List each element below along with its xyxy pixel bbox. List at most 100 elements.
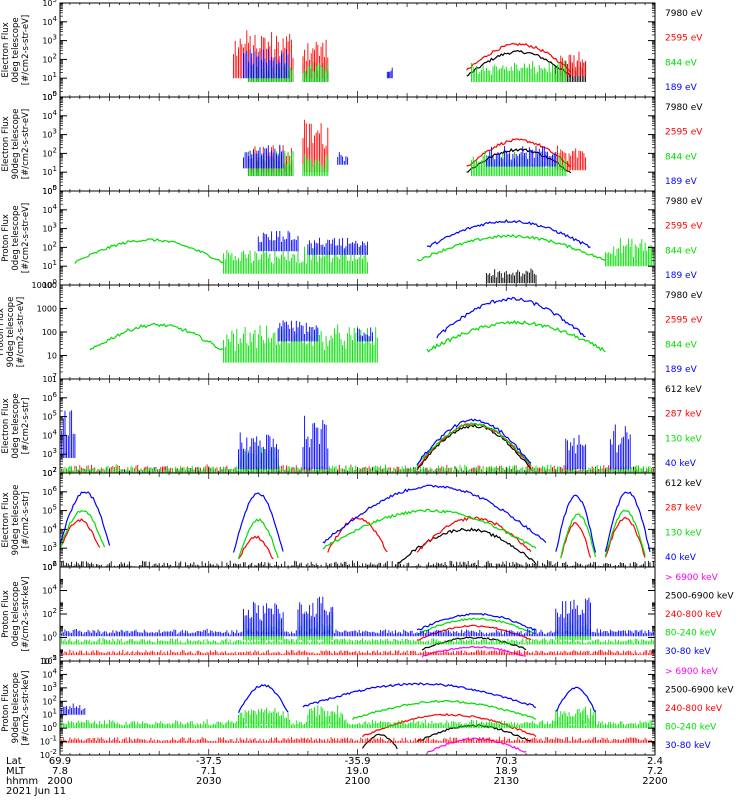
ytick-label: 100 xyxy=(42,721,57,733)
series-6-2-segment-5 xyxy=(560,522,592,558)
series-3-4-segment-3 xyxy=(426,218,591,249)
legend-entry: 189 eV xyxy=(665,177,698,187)
series-6-2-segment-3 xyxy=(327,516,388,553)
legend-entry: 612 keV xyxy=(665,479,702,489)
series-7-4-segment-1 xyxy=(60,637,655,645)
ytick-label: 102 xyxy=(42,146,57,158)
panel-7-legend: > 6900 keV 2500-6900 keV 240-800 keV 80-240… xyxy=(665,573,734,657)
legend-entry: 189 eV xyxy=(665,271,698,281)
ytick-label: 103 xyxy=(42,34,57,46)
panel-5-legend: 612 keV 287 keV 130 keV 40 keV xyxy=(665,385,702,469)
ytick-label: 104 xyxy=(42,522,57,534)
legend-entry: 2595 eV xyxy=(665,128,703,138)
series-1-3-segment-3 xyxy=(471,60,567,82)
ytick-label: 105 xyxy=(42,90,57,102)
panel-6-ylabel: MEPEDElectron Flux90deg telescope[#/cm2-… xyxy=(0,485,31,556)
panel-5-ylabel: MEPEDElectron Flux0deg telescope[#/cm2-s… xyxy=(0,393,31,458)
ytick-label: 106 xyxy=(42,560,57,572)
series-2-4-segment-3 xyxy=(485,146,557,167)
series-3-3-segment-1 xyxy=(74,238,224,264)
series-3-4 xyxy=(257,218,591,255)
xtick-mlt: 19.0 xyxy=(346,766,368,777)
series-8-4-segment-4 xyxy=(352,699,537,721)
series-8-5-segment-4 xyxy=(555,686,596,713)
legend-entry: 80-240 keV xyxy=(665,723,717,733)
series-6-3-segment-4 xyxy=(560,513,597,559)
series-8-2-segment-2 xyxy=(361,733,398,750)
date-label: 2021 Jun 11 xyxy=(6,786,66,797)
ytick-label: 102 xyxy=(42,694,57,706)
series-6-2-segment-2 xyxy=(238,535,274,560)
panel-3-data xyxy=(74,218,655,284)
series-6-4-segment-1 xyxy=(60,491,111,546)
xtick-mlt: 18.9 xyxy=(495,766,517,777)
series-7-1 xyxy=(421,645,527,658)
series-8-5-segment-3 xyxy=(302,682,537,708)
series-2-2-segment-3 xyxy=(466,138,571,168)
legend-entry: 2595 eV xyxy=(665,222,703,232)
series-7-2-segment-1 xyxy=(421,636,527,651)
series-8-2 xyxy=(361,724,532,750)
series-8-5 xyxy=(60,682,596,715)
series-5-4-segment-4 xyxy=(416,418,532,466)
legend-entry: 7980 eV xyxy=(665,9,703,19)
series-7-5 xyxy=(60,596,655,637)
ytick-label: 10000 xyxy=(32,281,57,290)
series-7-5-segment-5 xyxy=(555,597,591,634)
xtick-time: 2200 xyxy=(642,776,667,787)
legend-entry: 7980 eV xyxy=(665,291,703,301)
panel-2-frame xyxy=(59,96,656,192)
series-1-4 xyxy=(243,48,393,79)
ytick-label: 101 xyxy=(42,71,57,83)
series-6-4-segment-4 xyxy=(555,494,597,553)
legend-entry: 30-80 keV xyxy=(665,741,711,751)
series-8-2-segment-1 xyxy=(416,724,532,743)
xtick-time: 2030 xyxy=(196,776,221,787)
legend-entry: 189 eV xyxy=(665,365,698,375)
series-7-1-segment-1 xyxy=(421,645,527,658)
panel-6-frame xyxy=(59,472,656,568)
series-8-1 xyxy=(426,737,527,754)
ytick-label: 101 xyxy=(42,259,57,271)
panels-group: 100 101 102 103 104 105 TEDElectron Flux0deg t… xyxy=(0,0,734,760)
series-7-2 xyxy=(421,636,527,651)
panel-4-ylabel: Proton Flux90deg telescope[#/cm2-s-str-e… xyxy=(0,297,26,368)
series-6-3 xyxy=(60,508,646,559)
legend-entry: 130 keV xyxy=(665,434,702,444)
series-1-4-segment-2 xyxy=(386,67,393,79)
ytick-label: 104 xyxy=(42,584,57,596)
series-2-3-segment-3 xyxy=(471,150,567,176)
legend-entry: > 6900 keV xyxy=(665,667,719,677)
panel-8: 10-210-1100101102103104105MEPEDProton Fl… xyxy=(0,654,734,760)
legend-entry: 189 eV xyxy=(665,83,698,93)
legend-entry: 240-800 keV xyxy=(665,610,723,620)
ytick-label: 104 xyxy=(42,109,57,121)
series-6-1-segment-2 xyxy=(397,527,537,565)
series-5-4-segment-6 xyxy=(609,424,631,470)
panel-3-ylabel: TEDProton Flux0deg telescope[#/cm2-s-str… xyxy=(0,203,31,273)
panel-3: 100101102103104105TEDProton Flux0deg tel… xyxy=(0,184,703,290)
ytick-label: 101 xyxy=(42,165,57,177)
legend-entry: 287 keV xyxy=(665,504,702,514)
ytick-label: 104 xyxy=(42,15,57,27)
series-2-4-segment-2 xyxy=(337,152,349,165)
series-6-2 xyxy=(60,516,646,560)
series-8-4 xyxy=(60,699,655,729)
series-5-1-segment-2 xyxy=(416,423,532,471)
series-4-3-segment-1 xyxy=(89,322,224,351)
series-4-4-segment-2 xyxy=(357,327,373,342)
xtick-lat: -37.5 xyxy=(196,756,222,767)
series-5-4-segment-3 xyxy=(302,415,329,470)
series-8-4-segment-5 xyxy=(555,706,596,725)
series-3-1-segment-1 xyxy=(485,268,537,284)
series-8-5-segment-2 xyxy=(237,684,289,713)
series-3-3-segment-3 xyxy=(416,234,606,262)
panel-1-data xyxy=(233,30,587,82)
series-2-4 xyxy=(243,144,557,169)
panel-1-ylabel: TEDElectron Flux0deg telescope[#/cm2-s-s… xyxy=(0,15,31,85)
series-2-2 xyxy=(247,119,587,173)
series-3-3 xyxy=(74,234,655,274)
